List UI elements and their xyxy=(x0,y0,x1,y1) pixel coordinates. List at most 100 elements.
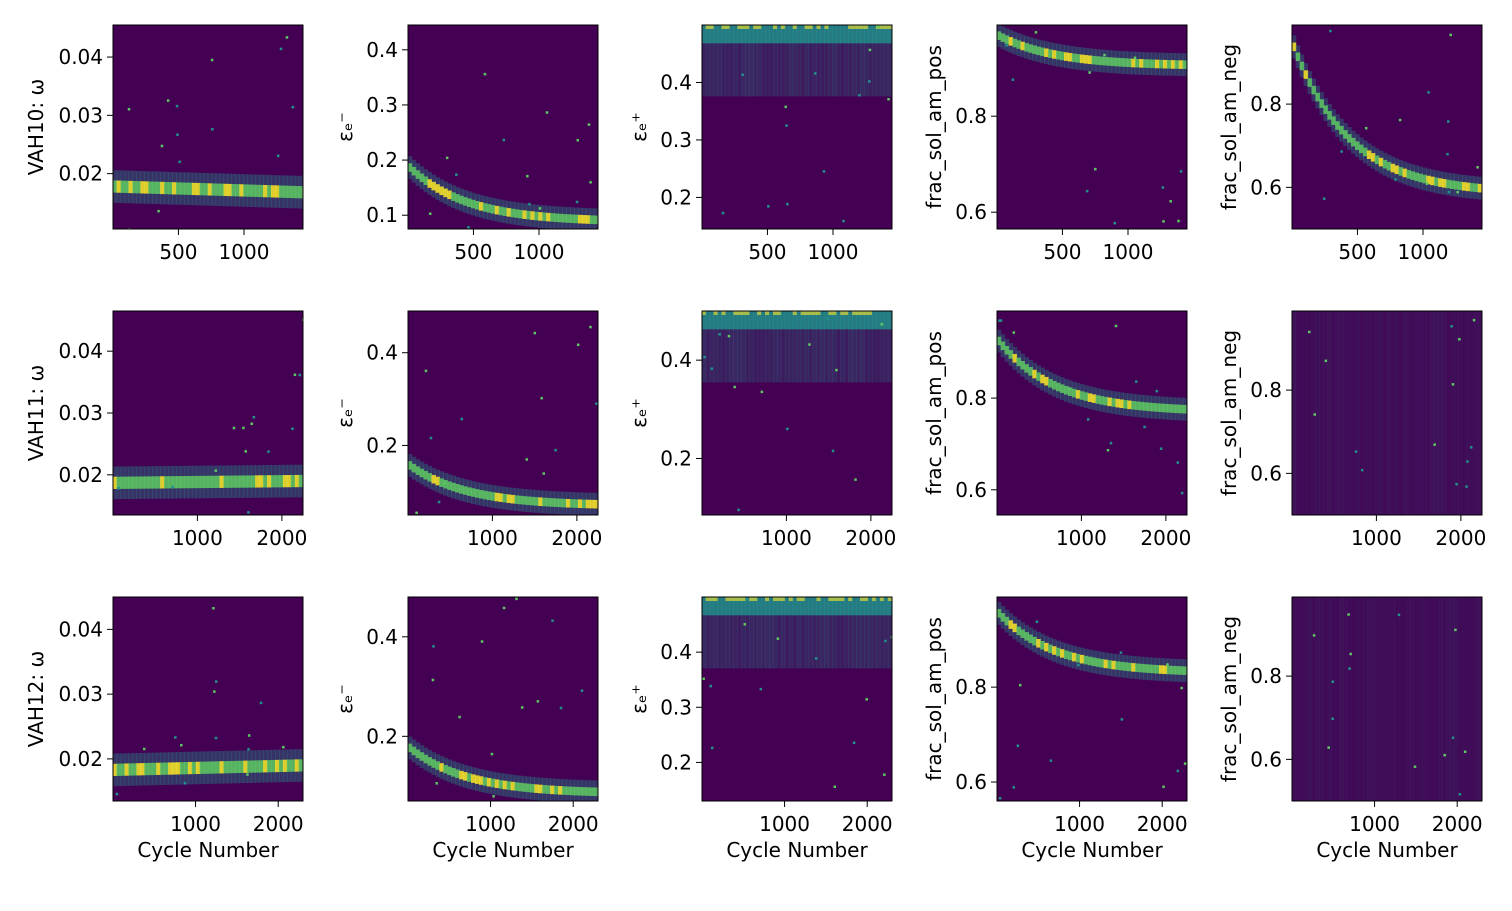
outlier-dot xyxy=(1068,387,1071,390)
heatmap-cell xyxy=(792,597,798,616)
outlier-dot xyxy=(428,212,432,215)
heatmap-cell xyxy=(860,43,865,97)
heatmap-background xyxy=(702,311,892,515)
heatmap-cell xyxy=(812,25,818,44)
heatmap-cell xyxy=(1355,597,1360,801)
heatmap-cell xyxy=(856,329,861,383)
heatmap-cell xyxy=(585,787,591,796)
heatmap-cell xyxy=(733,597,738,616)
heatmap-cell xyxy=(733,329,738,383)
axes-frame xyxy=(701,24,893,230)
outlier-dot xyxy=(865,698,868,701)
heatmap-cell xyxy=(1335,597,1340,801)
heatmap-cell xyxy=(251,184,256,197)
heatmap-cell xyxy=(879,25,885,29)
outlier-dot xyxy=(1450,325,1453,328)
heatmap-cell xyxy=(852,43,857,97)
heatmap-cell xyxy=(183,476,189,489)
heatmap-cell xyxy=(427,473,433,482)
heatmap-cell xyxy=(1386,597,1392,801)
heatmap-cell xyxy=(1143,402,1148,411)
heatmap-cell xyxy=(780,311,786,330)
outlier-dot xyxy=(210,58,214,62)
heatmap-cell xyxy=(534,211,539,221)
y-tick-label: 0.2 xyxy=(660,185,692,209)
heatmap-cell xyxy=(804,311,810,315)
heatmap-cell xyxy=(1032,369,1037,379)
heatmap-cell xyxy=(179,762,185,775)
heatmap-cell xyxy=(776,597,782,616)
heatmap-cell xyxy=(1044,48,1049,58)
outlier-dot xyxy=(1324,359,1328,363)
heatmap-cell xyxy=(179,476,185,489)
outlier-dot xyxy=(1458,338,1461,341)
heatmap-cell xyxy=(733,311,738,330)
heatmap-cell xyxy=(796,43,802,97)
heatmap-cell xyxy=(871,43,877,97)
heatmap-cell xyxy=(514,495,520,504)
heatmap-cell xyxy=(871,597,877,616)
heatmap-cell xyxy=(415,466,421,475)
heatmap-cell xyxy=(1115,57,1121,67)
heatmap-cell xyxy=(1418,173,1423,183)
heatmap-cell xyxy=(832,43,837,97)
outlier-dot xyxy=(887,97,890,101)
heatmap-cell xyxy=(144,181,149,194)
heatmap-cell xyxy=(741,43,746,97)
outlier-dot xyxy=(1012,331,1016,334)
heatmap-cell xyxy=(828,311,833,315)
heatmap-cell xyxy=(1457,311,1463,515)
heatmap-cell xyxy=(207,183,213,196)
heatmap-cell xyxy=(581,215,587,224)
x-tick-label: 2000 xyxy=(845,526,896,550)
heatmap-cell xyxy=(1095,56,1101,65)
outlier-dot xyxy=(1465,485,1468,488)
heatmap-cell xyxy=(887,329,892,383)
heatmap-cell xyxy=(772,43,778,97)
heatmap-cell xyxy=(800,597,806,616)
heatmap-cell xyxy=(156,181,161,194)
heatmap-cell xyxy=(765,329,770,383)
heatmap-cell xyxy=(860,311,865,315)
heatmap-cell xyxy=(219,761,225,774)
outlier-dot xyxy=(858,93,861,97)
heatmap-cell xyxy=(199,183,205,196)
heatmap-cell xyxy=(1366,311,1372,515)
heatmap-cell xyxy=(1339,311,1344,515)
heatmap-cell xyxy=(486,777,492,787)
outlier-dot xyxy=(526,174,529,178)
outlier-dot xyxy=(502,138,506,142)
heatmap-cell xyxy=(765,597,770,616)
outlier-dot xyxy=(298,373,302,377)
heatmap-cell xyxy=(840,25,845,44)
heatmap-cell xyxy=(836,597,841,616)
heatmap-cell xyxy=(844,329,849,383)
heatmap-cell xyxy=(792,311,798,330)
heatmap-cell xyxy=(144,476,149,489)
y-tick-label: 0.2 xyxy=(660,446,692,470)
heatmap-cell xyxy=(856,615,861,669)
x-tick-label: 500 xyxy=(748,240,786,264)
heatmap-cell xyxy=(705,43,711,97)
heatmap-cell xyxy=(1394,165,1400,175)
outlier-dot xyxy=(1312,634,1316,637)
heatmap-cell xyxy=(875,311,881,330)
heatmap-cell xyxy=(816,597,822,601)
heatmap-cell xyxy=(749,25,754,44)
y-tick-label: 0.3 xyxy=(366,93,398,117)
heatmap-cell xyxy=(1166,60,1172,69)
heatmap-cell xyxy=(804,329,810,383)
heatmap-cell xyxy=(816,615,822,669)
heatmap-cell xyxy=(867,597,873,616)
heatmap-cell xyxy=(1099,56,1105,66)
outlier-dot xyxy=(1179,170,1183,173)
y-axis-label: εₑ⁺ xyxy=(627,398,651,428)
heatmap-cell xyxy=(1469,597,1475,801)
outlier-dot xyxy=(536,700,540,703)
heatmap-cell xyxy=(1147,664,1152,674)
heatmap-cell xyxy=(471,774,476,783)
heatmap-cell xyxy=(419,468,425,478)
heatmap-cell xyxy=(860,25,865,44)
heatmap-cell xyxy=(116,476,122,489)
heatmap-cell xyxy=(717,311,723,330)
